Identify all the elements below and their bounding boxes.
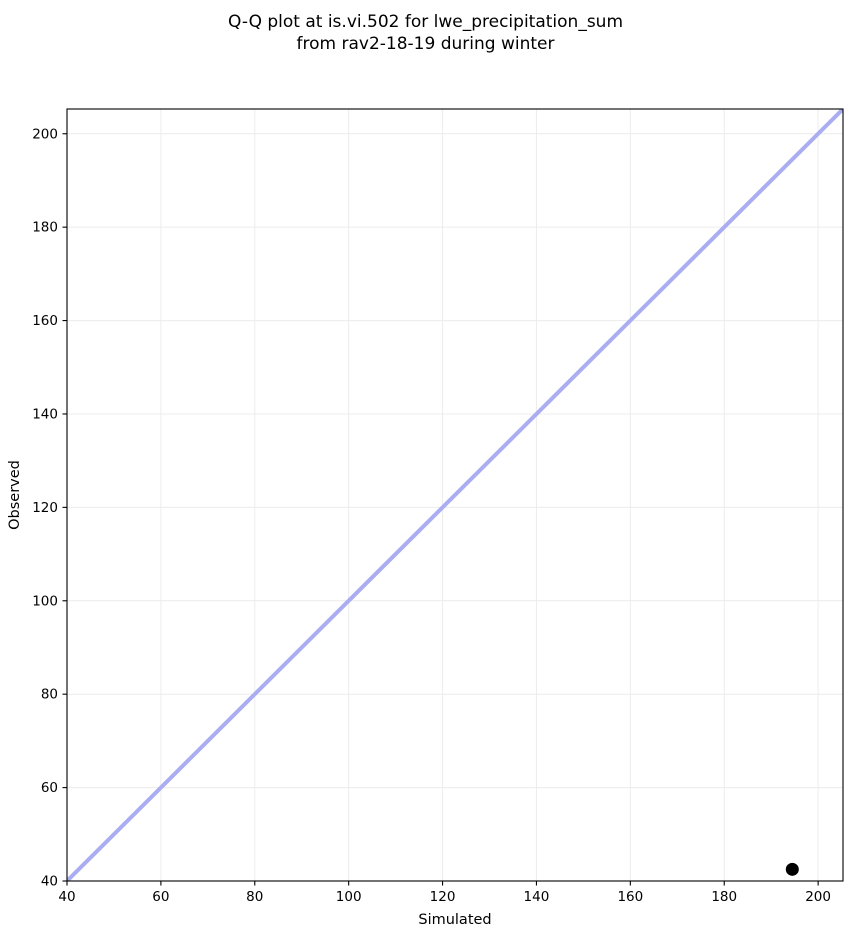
figure-title-line2: from rav2-18-19 during winter <box>296 34 555 54</box>
y-tick-label: 160 <box>32 313 58 329</box>
y-tick-label: 100 <box>32 593 58 609</box>
identity-line-y-equals-x <box>67 109 843 881</box>
y-tick-label: 80 <box>41 687 58 703</box>
x-tick-label: 160 <box>617 889 643 905</box>
x-tick-label: 120 <box>430 889 456 905</box>
x-tick-label: 100 <box>336 889 362 905</box>
axis-layer: 40 60 80 100 120 140 160 180 200 40 60 80 100 120 140 1… <box>32 108 844 905</box>
y-tick-label: 200 <box>32 126 58 142</box>
x-tick-label: 60 <box>152 889 169 905</box>
plot-frame <box>66 108 844 882</box>
y-axis-label: Observed <box>7 460 23 530</box>
figure-title-line1: Q-Q plot at is.vi.502 for lwe_precipitat… <box>227 12 624 32</box>
x-tick-label: 80 <box>246 889 263 905</box>
data-point <box>785 862 799 876</box>
figure-title: Q-Q plot at is.vi.502 for lwe_precipitat… <box>0 11 851 55</box>
y-tick-label: 60 <box>41 780 58 796</box>
y-tick-label: 120 <box>32 500 58 516</box>
x-tick-label: 140 <box>524 889 550 905</box>
series-layer <box>67 109 843 881</box>
x-tick-label: 200 <box>805 889 831 905</box>
y-tick-label: 40 <box>41 874 58 890</box>
x-axis-label: Simulated <box>418 912 491 928</box>
x-tick-label: 180 <box>711 889 737 905</box>
x-tick-label: 40 <box>58 889 75 905</box>
y-tick-label: 180 <box>32 220 58 236</box>
y-tick-label: 140 <box>32 406 58 422</box>
